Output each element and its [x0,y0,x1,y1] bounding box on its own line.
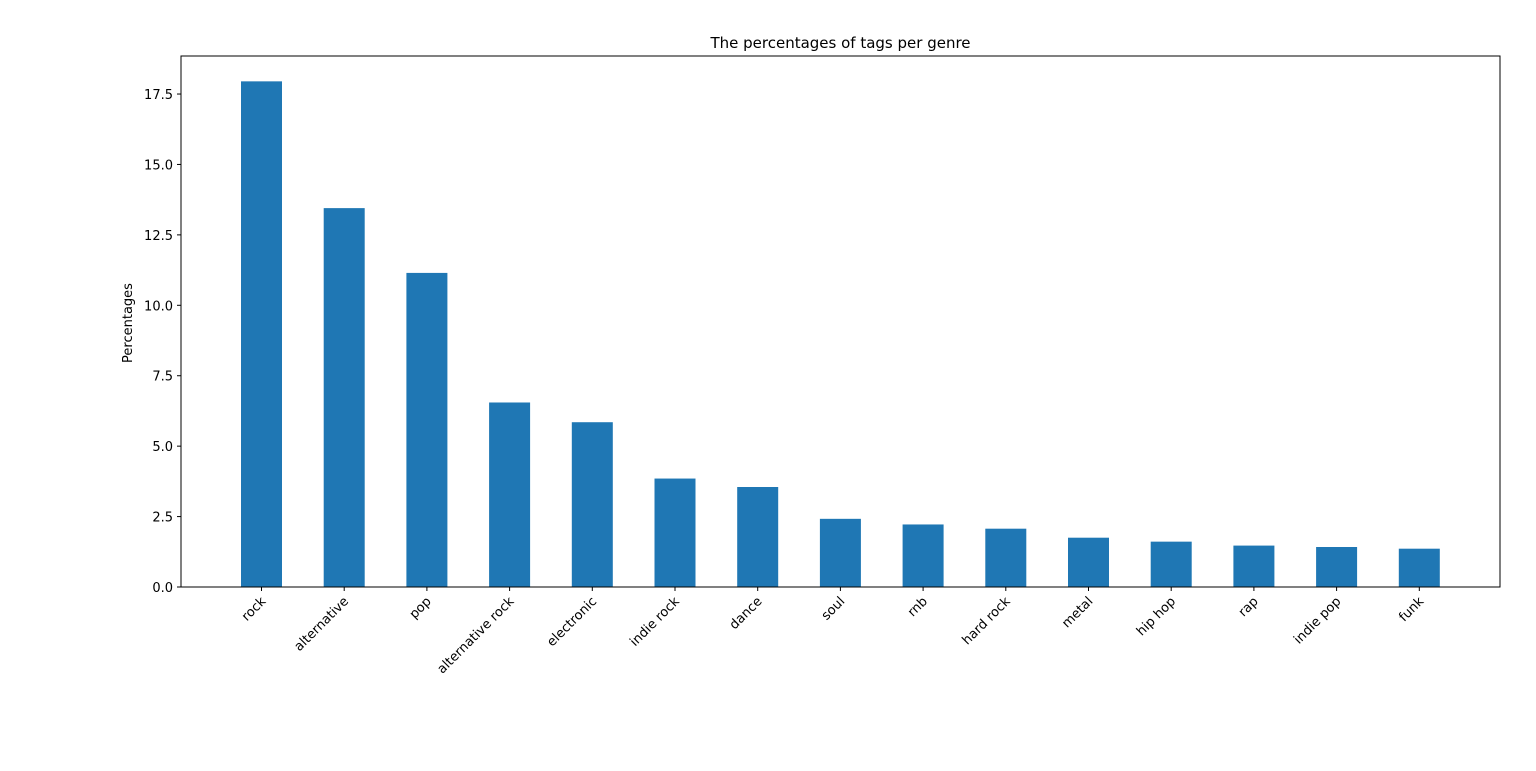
plot-area-frame [180,55,1501,588]
bar [902,524,944,587]
y-tick-label: 2.5 [152,511,173,526]
y-tick-label: 0.0 [152,581,173,596]
bar [489,402,531,587]
y-tick-label: 5.0 [152,440,173,455]
bar [1150,541,1192,587]
bar [819,518,861,587]
bar [737,487,779,587]
bar [985,528,1027,587]
y-axis-label: Percentages [121,283,136,363]
bar [1068,537,1109,587]
bar [323,208,365,587]
y-tick-label: 10.0 [144,299,173,314]
bar [654,478,696,587]
bar [571,422,613,587]
y-tick-label: 17.5 [144,88,173,103]
bars-group [241,81,1440,587]
y-tick-label: 12.5 [144,229,173,244]
y-ticks-group: 0.0 2.5 5.0 7.5 10.0 12.5 15.0 17.5 [144,88,181,596]
bar [241,81,282,587]
bar [1233,545,1275,587]
y-tick-label: 15.0 [144,158,173,173]
chart-title: The percentages of tags per genre [709,34,970,52]
bar [406,272,448,587]
bar [1398,548,1440,587]
y-tick-label: 7.5 [152,370,173,385]
bar [1316,547,1358,587]
